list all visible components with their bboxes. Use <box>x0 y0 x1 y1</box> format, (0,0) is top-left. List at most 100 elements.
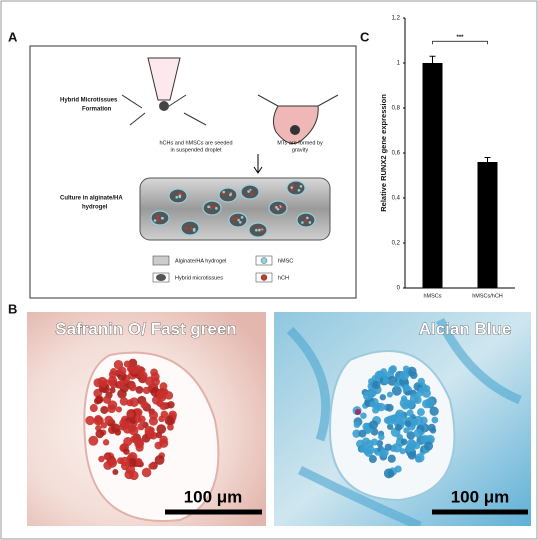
cell <box>134 458 143 466</box>
cell <box>103 453 110 460</box>
cell <box>391 385 402 396</box>
y-tick-label: 0 <box>397 286 401 292</box>
cell <box>162 388 169 395</box>
cell <box>393 417 404 428</box>
cell <box>102 439 110 446</box>
microtissue <box>202 200 222 216</box>
cell <box>396 433 404 441</box>
cell <box>387 454 396 463</box>
step-text: gravity <box>292 147 308 153</box>
cell <box>386 423 394 430</box>
microtissue <box>290 125 300 135</box>
panel-label: C <box>360 29 370 44</box>
panel-label: B <box>8 301 17 316</box>
cell <box>372 380 381 390</box>
cell <box>429 406 439 416</box>
cell <box>424 398 435 408</box>
cell <box>147 431 155 440</box>
cell <box>290 186 294 189</box>
y-axis-label: Relative RUNX2 gene expression <box>379 94 388 212</box>
cell <box>85 415 95 426</box>
cell <box>407 451 417 460</box>
cell <box>417 377 425 386</box>
scale-text: 100 μm <box>451 487 510 506</box>
cell <box>156 214 160 218</box>
cell <box>418 386 425 393</box>
step-text: in suspended droplet <box>170 147 222 153</box>
cell <box>164 415 175 426</box>
diagram-title: Formation <box>82 107 112 113</box>
cell <box>100 381 107 388</box>
cell <box>368 455 377 464</box>
cell <box>111 423 121 433</box>
cell <box>150 372 160 382</box>
cell <box>95 429 105 439</box>
cell <box>255 228 258 232</box>
cell <box>123 437 133 447</box>
cell <box>156 218 160 221</box>
cell <box>110 368 118 376</box>
plate-lines <box>121 94 207 126</box>
cell <box>178 194 182 198</box>
cell <box>119 397 129 406</box>
micrograph-title: Safranin O/ Fast green <box>55 319 236 338</box>
cell <box>393 381 400 388</box>
cell <box>118 423 127 431</box>
cell <box>381 372 388 380</box>
cell <box>387 470 395 478</box>
x-tick-label: hMSCs/hCH <box>472 293 503 299</box>
cell <box>137 422 145 431</box>
cell <box>281 206 284 209</box>
legend-text: hMSC <box>278 258 293 264</box>
cell <box>192 229 196 232</box>
cell <box>379 394 386 401</box>
cell <box>260 229 263 233</box>
cell <box>120 456 130 467</box>
cell <box>247 190 250 193</box>
cell <box>376 402 386 412</box>
arrow <box>253 154 263 174</box>
panel-a-box <box>29 45 357 299</box>
cell <box>409 393 420 403</box>
significance: *** <box>456 35 464 41</box>
cell <box>127 411 135 418</box>
error-bar <box>429 55 436 70</box>
cell <box>107 404 116 414</box>
cell <box>123 360 131 368</box>
cell <box>135 443 144 452</box>
cell <box>403 427 410 434</box>
cell <box>115 406 122 413</box>
cell <box>107 457 118 468</box>
microtissue <box>240 184 260 200</box>
legend-icon <box>156 274 166 281</box>
cell <box>235 216 239 220</box>
cell <box>158 415 165 423</box>
step-text: hCHs and hMSCs are seeded <box>159 140 232 146</box>
cell <box>414 455 422 463</box>
cell <box>427 423 436 432</box>
cell <box>370 438 379 446</box>
legend-swatch <box>152 255 170 266</box>
cell <box>88 435 99 446</box>
cell <box>94 415 103 423</box>
legend-icon <box>260 257 268 264</box>
cell <box>175 195 179 199</box>
legend-text: Hybrid microtissues <box>175 275 223 281</box>
legend-icon <box>260 274 268 281</box>
cell <box>153 219 157 222</box>
cell <box>104 415 114 425</box>
cell <box>301 221 304 224</box>
cell <box>402 384 410 392</box>
cell <box>112 469 119 476</box>
cell <box>277 205 281 209</box>
cell <box>154 455 165 465</box>
cell <box>100 405 109 414</box>
cell <box>291 184 294 187</box>
cell <box>102 395 112 404</box>
microtissue <box>168 188 188 204</box>
cell <box>158 393 167 402</box>
cell <box>378 433 385 441</box>
cell <box>124 469 134 480</box>
cell <box>142 386 151 395</box>
